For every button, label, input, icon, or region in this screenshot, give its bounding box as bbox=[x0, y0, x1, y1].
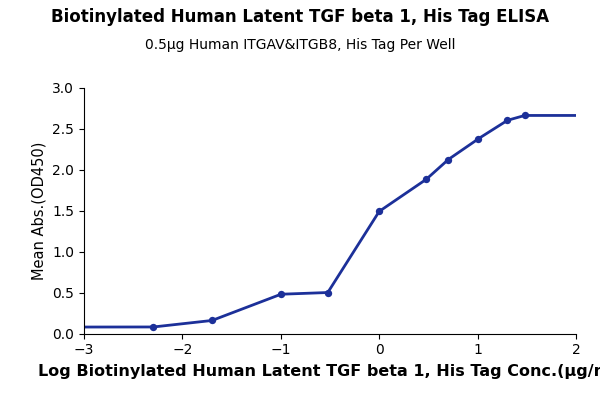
Y-axis label: Mean Abs.(OD450): Mean Abs.(OD450) bbox=[32, 141, 47, 280]
Text: Biotinylated Human Latent TGF beta 1, His Tag ELISA: Biotinylated Human Latent TGF beta 1, Hi… bbox=[51, 8, 549, 26]
X-axis label: Log Biotinylated Human Latent TGF beta 1, His Tag Conc.(μg/ml): Log Biotinylated Human Latent TGF beta 1… bbox=[37, 364, 600, 379]
Point bbox=[421, 176, 431, 183]
Point bbox=[276, 291, 286, 298]
Point bbox=[502, 117, 512, 124]
Point bbox=[473, 136, 482, 143]
Point bbox=[520, 112, 529, 119]
Point bbox=[443, 156, 453, 163]
Point bbox=[374, 208, 384, 215]
Point bbox=[207, 317, 217, 324]
Text: 0.5μg Human ITGAV&ITGB8, His Tag Per Well: 0.5μg Human ITGAV&ITGB8, His Tag Per Wel… bbox=[145, 38, 455, 52]
Point bbox=[148, 324, 158, 330]
Point bbox=[323, 289, 332, 296]
